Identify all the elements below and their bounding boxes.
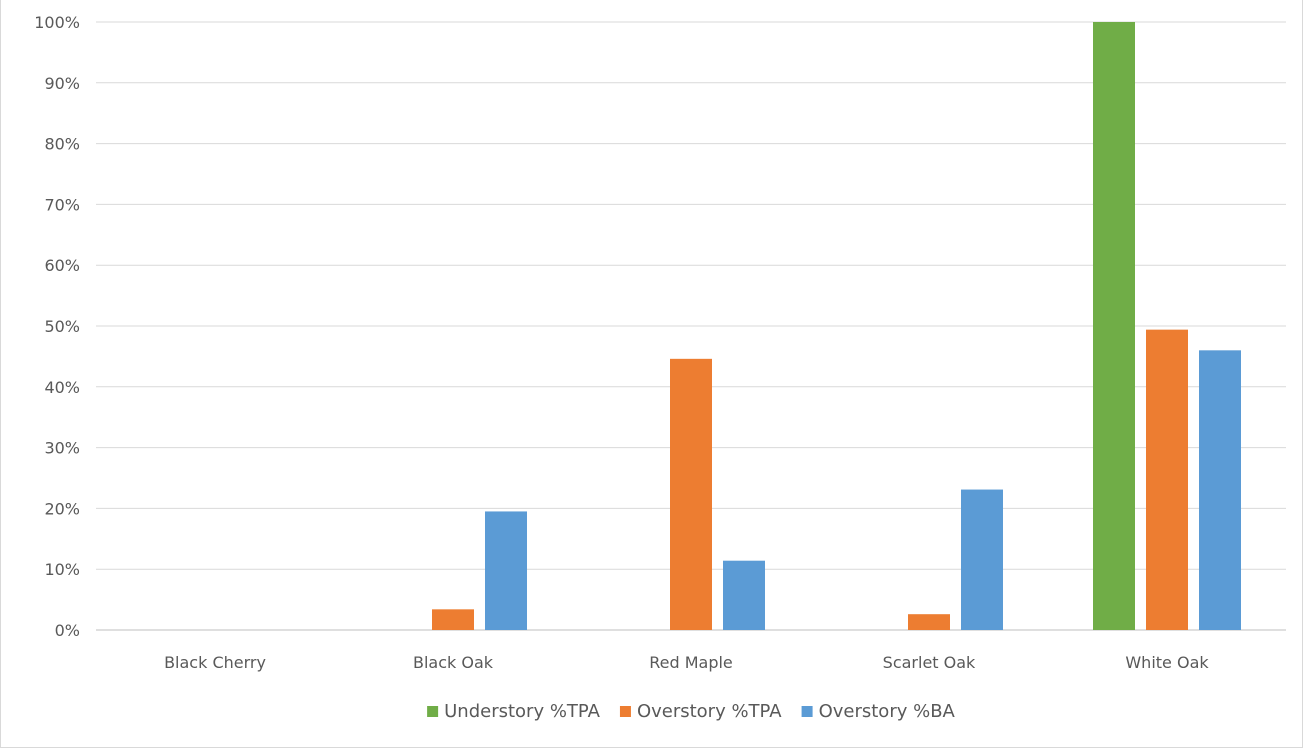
- y-tick-label: 40%: [44, 378, 80, 397]
- y-tick-label: 80%: [44, 135, 80, 154]
- y-tick-label: 30%: [44, 439, 80, 458]
- bar-overstory-ba-scarlet-oak: [961, 489, 1003, 630]
- x-tick-label: Red Maple: [649, 653, 733, 672]
- legend-swatch: [619, 706, 631, 717]
- legend-item: Overstory %TPA: [619, 701, 782, 722]
- x-tick-label: Black Oak: [413, 653, 494, 672]
- x-tick-label: White Oak: [1125, 653, 1209, 672]
- bar-understory-tpa-white-oak: [1093, 22, 1135, 630]
- y-axis: 0% 10% 20% 30% 40% 50% 60% 70% 80% 90% 100%: [34, 13, 80, 640]
- y-tick-label: 20%: [44, 499, 80, 518]
- legend-swatch: [801, 706, 813, 717]
- bars: [432, 22, 1241, 630]
- bar-overstory-ba-white-oak: [1199, 350, 1241, 630]
- legend: Understory %TPA Overstory %TPA Overstory %…: [427, 701, 956, 722]
- y-tick-label: 50%: [44, 317, 80, 336]
- legend-item: Overstory %BA: [801, 701, 956, 722]
- legend-label: Overstory %TPA: [637, 701, 782, 722]
- x-axis: Black Cherry Black Oak Red Maple Scarlet Oa…: [164, 653, 1209, 672]
- bar-overstory-tpa-black-oak: [432, 609, 474, 630]
- legend-label: Overstory %BA: [819, 701, 956, 722]
- y-tick-label: 90%: [44, 74, 80, 93]
- legend-item: Understory %TPA: [427, 701, 601, 722]
- y-tick-label: 60%: [44, 256, 80, 275]
- legend-label: Understory %TPA: [444, 701, 601, 722]
- bar-overstory-tpa-white-oak: [1146, 329, 1188, 630]
- bar-overstory-tpa-red-maple: [670, 358, 712, 630]
- legend-swatch: [427, 706, 439, 717]
- y-tick-label: 0%: [55, 621, 80, 640]
- bar-overstory-tpa-scarlet-oak: [908, 614, 950, 630]
- y-tick-label: 100%: [34, 13, 80, 32]
- bar-overstory-ba-black-oak: [485, 511, 527, 630]
- bar-overstory-ba-red-maple: [723, 560, 765, 630]
- y-tick-label: 10%: [44, 560, 80, 579]
- y-tick-label: 70%: [44, 195, 80, 214]
- x-tick-label: Scarlet Oak: [883, 653, 976, 672]
- x-tick-label: Black Cherry: [164, 653, 266, 672]
